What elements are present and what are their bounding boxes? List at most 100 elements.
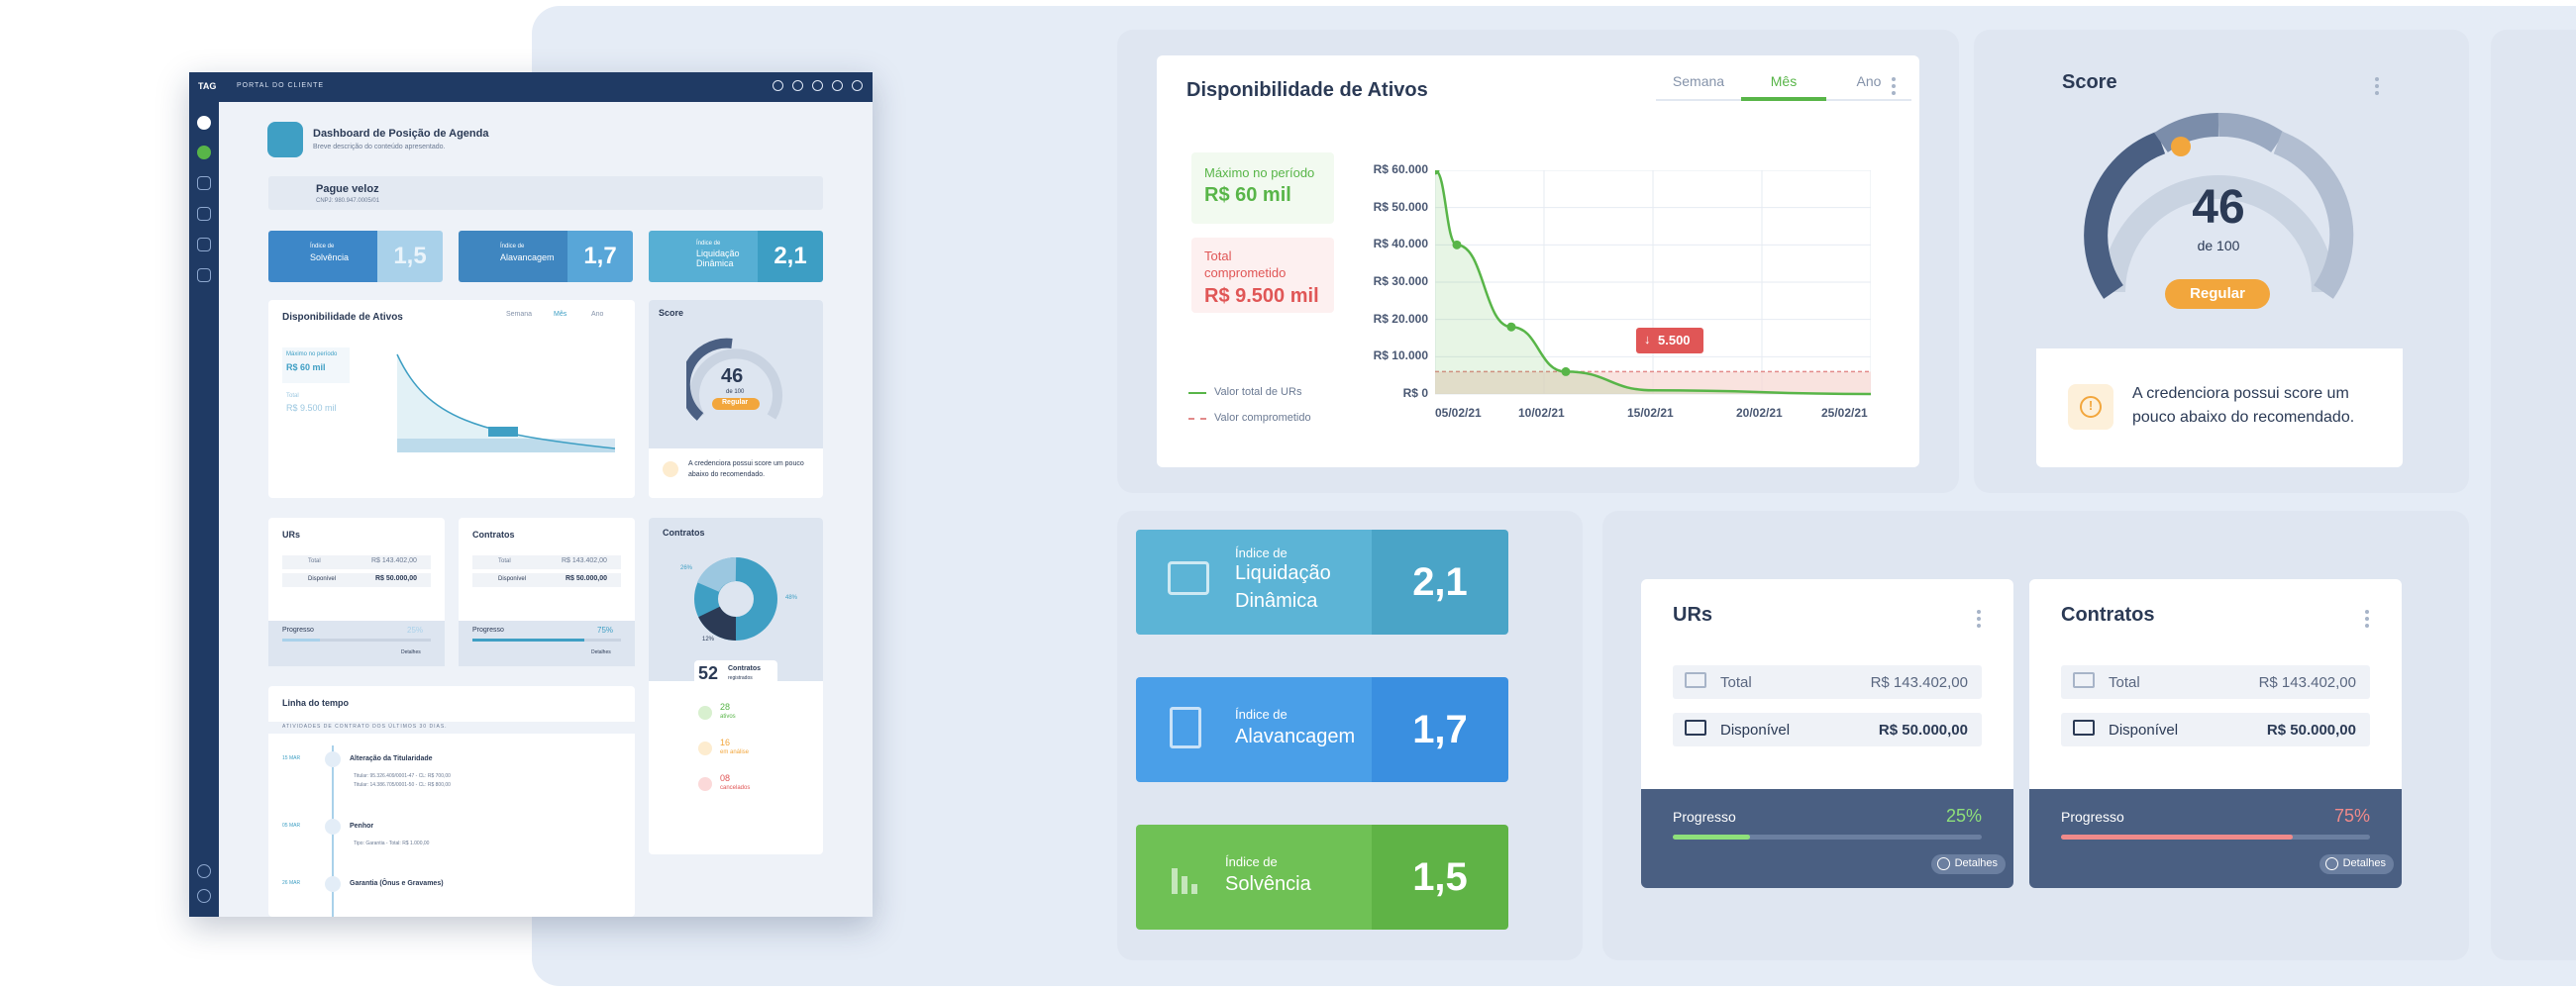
power-icon[interactable]: [197, 889, 211, 903]
x-tick-label: 20/02/21: [1736, 406, 1783, 420]
y-tick-label: R$ 20.000: [1373, 311, 1428, 326]
contratos-available-row: Disponível R$ 50.000,00: [2061, 713, 2370, 746]
avatar-icon[interactable]: [197, 116, 211, 130]
y-tick-label: R$ 50.000: [1373, 199, 1428, 214]
x-tick-label: 10/02/21: [1518, 406, 1565, 420]
money-icon: [2073, 672, 2095, 688]
mini-main: Dashboard de Posição de Agenda Breve des…: [219, 102, 873, 917]
y-tick-label: R$ 10.000: [1373, 348, 1428, 363]
urs-available-row: Disponível R$ 50.000,00: [1673, 713, 1982, 746]
x-tick-label: 05/02/21: [1435, 406, 1482, 420]
urs-progress-track: [1673, 835, 1982, 840]
period-tabs: Semana Mês Ano: [1656, 73, 1911, 101]
urs-total-row: Total R$ 143.402,00: [1673, 665, 1982, 699]
card-icon[interactable]: [197, 238, 211, 251]
score-title: Score: [2062, 71, 2117, 93]
availability-chart: [1435, 170, 1871, 396]
tab-ano[interactable]: Ano: [1826, 73, 1911, 101]
contratos-title: Contratos: [2061, 604, 2155, 626]
urs-details-button[interactable]: Detalhes: [1930, 854, 2006, 874]
mini-sidebar: [189, 102, 219, 917]
legend-committed: Valor comprometido: [1214, 412, 1311, 424]
card-check-icon: [1168, 561, 1209, 595]
mini-logo: TAG: [198, 81, 217, 91]
money-icon: [1685, 720, 1706, 736]
y-tick-label: R$ 0: [1402, 386, 1428, 400]
legend-committed-swatch: [1188, 418, 1206, 420]
committed-value: R$ 9.500 mil: [1204, 285, 1319, 307]
info-icon: [1936, 857, 1950, 870]
gear-icon[interactable]: [197, 864, 211, 878]
max-label: Máximo no período: [1204, 165, 1315, 180]
tooltip-value: 5.500: [1658, 333, 1691, 347]
score-note: A credenciora possui score um pouco abai…: [2132, 385, 2355, 426]
contratos-total-row: Total R$ 143.402,00: [2061, 665, 2370, 699]
score-menu-icon[interactable]: [2375, 77, 2379, 97]
contratos-menu-icon[interactable]: [2365, 610, 2369, 630]
tab-semana[interactable]: Semana: [1656, 73, 1741, 101]
mini-kpi-solvencia: 1,5 Índice de Solvência: [268, 231, 443, 282]
mini-page-title: Dashboard de Posição de Agenda: [313, 128, 489, 140]
tab-mes[interactable]: Mês: [1741, 73, 1826, 101]
mini-disp-card: Disponibilidade de Ativos Semana Mês Ano…: [268, 300, 635, 498]
mini-availability-chart: [396, 353, 616, 452]
max-value: R$ 60 mil: [1204, 184, 1291, 206]
score-marker: [2171, 137, 2191, 156]
x-tick-label: 25/02/21: [1821, 406, 1868, 420]
data-point: [1452, 240, 1462, 249]
mini-top-bar: TAG PORTAL DO CLIENTE: [189, 72, 873, 102]
kpi-alavancagem: 1,7 Índice de Alavancagem: [1136, 677, 1508, 782]
y-tick-label: R$ 30.000: [1373, 274, 1428, 288]
document-icon: [1170, 707, 1201, 748]
alert-icon: !: [2068, 384, 2113, 430]
mini-urs-card: URs Total R$ 143.402,00 Disponível R$ 50…: [268, 518, 445, 666]
data-point: [1435, 170, 1440, 175]
money-icon: [1685, 672, 1706, 688]
mini-kpi-alavancagem: 1,7 Índice de Alavancagem: [459, 231, 633, 282]
urs-menu-icon[interactable]: [1977, 610, 1981, 630]
help-icon[interactable]: [773, 80, 783, 91]
data-point: [1506, 322, 1516, 332]
max-box: [1191, 152, 1334, 224]
bar-chart-icon: [1172, 864, 1203, 894]
search-icon[interactable]: [792, 80, 803, 91]
committed-label: Total comprometido: [1204, 248, 1287, 280]
series-total-area: [1435, 170, 1871, 394]
contratos-progress-track: [2061, 835, 2370, 840]
document-icon[interactable]: [197, 176, 211, 190]
money-icon: [2073, 720, 2095, 736]
bell-icon[interactable]: [852, 80, 863, 91]
score-gauge: [2084, 112, 2354, 299]
mail-icon[interactable]: [832, 80, 843, 91]
kpi-liquidacao: 2,1 Índice de Liquidação Dinâmica: [1136, 530, 1508, 635]
list-icon[interactable]: [197, 268, 211, 282]
x-tick-label: 15/02/21: [1627, 406, 1674, 420]
score-value: 46: [2192, 181, 2245, 234]
score-of: de 100: [2197, 238, 2240, 253]
mini-kpi-liquidacao: 2,1 Índice de Liquidação Dinâmica: [649, 231, 823, 282]
mini-portal-label: PORTAL DO CLIENTE: [237, 82, 325, 89]
mini-score-card: Score 46 de 100 Regular A credenciora po…: [649, 300, 823, 498]
mini-timeline-card: Linha do tempo ATIVIDADES DE CONTRATO DO…: [268, 686, 635, 917]
mini-contratos-card: Contratos Total R$ 143.402,00 Disponível…: [459, 518, 635, 666]
availability-menu-icon[interactable]: [1892, 77, 1896, 97]
dashboard-icon: [267, 122, 303, 157]
chart-icon[interactable]: [197, 207, 211, 221]
urs-progress: Progresso 25% Detalhes: [1641, 789, 2013, 888]
mini-company: Pague veloz: [316, 183, 379, 195]
mini-company-bar: [268, 176, 823, 210]
chart-tooltip: ↓ 5.500: [1636, 328, 1703, 353]
urs-title: URs: [1673, 604, 1713, 626]
settings-icon[interactable]: [812, 80, 823, 91]
home-icon[interactable]: [197, 146, 211, 159]
contratos-details-button[interactable]: Detalhes: [2318, 854, 2394, 874]
mini-dashboard-preview: TAG PORTAL DO CLIENTE Dashboard de Posiç…: [189, 72, 873, 917]
score-badge: Regular: [2165, 279, 2270, 309]
mini-top-icons: [773, 80, 863, 91]
data-point: [1561, 366, 1571, 376]
kpi-solvencia: 1,5 Índice de Solvência: [1136, 825, 1508, 930]
y-tick-label: R$ 60.000: [1373, 162, 1428, 176]
arrow-down-icon: ↓: [1644, 332, 1651, 347]
availability-title: Disponibilidade de Ativos: [1186, 79, 1428, 101]
committed-area: [1435, 371, 1871, 394]
